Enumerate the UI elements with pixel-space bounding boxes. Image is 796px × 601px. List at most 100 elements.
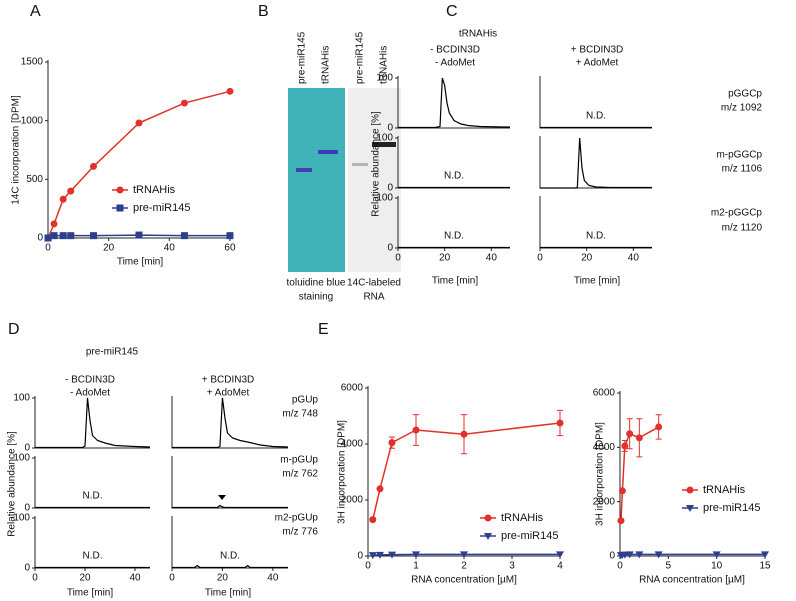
- x-tick-label: 0: [45, 243, 51, 254]
- gel-band: [296, 168, 312, 172]
- x-axis-label: Time [min]: [67, 588, 114, 599]
- y-axis-label: Relative abundance [%]: [7, 431, 18, 537]
- gel-caption: toluidine blue: [287, 278, 346, 289]
- annotation: N.D.: [83, 551, 103, 562]
- legend-label: tRNAHis: [703, 484, 746, 496]
- marker: [761, 551, 769, 559]
- marker: [59, 232, 67, 240]
- x-tick-label: 10: [711, 561, 723, 572]
- axis-line: [171, 396, 288, 449]
- mz: m/z 1120: [722, 223, 763, 234]
- mz: m/z 748: [282, 409, 318, 420]
- y-tick-label: 100: [13, 513, 30, 524]
- y-tick-label: 0: [387, 243, 393, 254]
- y-tick-label: 0: [24, 503, 30, 514]
- y-axis-label: 3H incorporation [DPM]: [337, 420, 348, 524]
- condition: - AdoMet: [70, 388, 110, 399]
- annotation: N.D.: [444, 231, 464, 242]
- x-axis-label: Time [min]: [117, 257, 164, 268]
- data-line: [172, 564, 288, 569]
- panel-label: C: [446, 3, 458, 20]
- y-tick-label: 0: [37, 233, 43, 244]
- species: pGGCp: [728, 89, 762, 100]
- marker: [556, 551, 564, 559]
- y-tick-label: 0: [609, 551, 615, 562]
- y-tick-label: 2000: [593, 496, 616, 507]
- data-line: [620, 553, 765, 556]
- marker: [116, 204, 124, 212]
- annotation: N.D.: [444, 171, 464, 182]
- species: pGUp: [292, 395, 319, 406]
- axis-line: [539, 136, 652, 189]
- mz: m/z 776: [282, 527, 318, 538]
- legend-label: tRNAHis: [133, 184, 176, 196]
- axis-line: [619, 391, 765, 557]
- marker: [686, 505, 694, 512]
- marker: [50, 232, 58, 240]
- y-tick-label: 0: [357, 551, 363, 562]
- condition: + AdoMet: [576, 58, 619, 69]
- gel-autorad: [348, 88, 401, 272]
- species: m-pGGCp: [716, 150, 762, 161]
- data-line: [47, 90, 231, 239]
- y-tick-label: 0: [387, 123, 393, 134]
- panel-title: pre-miR145: [86, 347, 139, 358]
- marker: [369, 516, 377, 524]
- species: m2-pGGCp: [711, 208, 763, 219]
- panel-label: B: [258, 3, 269, 20]
- y-tick-label: 0: [24, 443, 30, 454]
- x-tick-label: 0: [169, 573, 175, 584]
- x-tick-label: 60: [224, 243, 236, 254]
- marker: [89, 162, 97, 170]
- marker: [460, 551, 468, 559]
- x-tick-label: 40: [129, 573, 141, 584]
- marker: [621, 442, 629, 450]
- condition: + BCDIN3D: [202, 375, 255, 386]
- x-tick-label: 40: [267, 573, 279, 584]
- marker: [67, 187, 75, 195]
- y-tick-label: 100: [376, 73, 393, 84]
- data-line: [172, 504, 288, 509]
- y-tick-label: 6000: [341, 383, 364, 394]
- annotation: N.D.: [586, 111, 606, 122]
- data-line: [620, 426, 660, 521]
- y-axis-label: Relative abundance [%]: [371, 111, 382, 217]
- lane-label: tRNAHis: [321, 46, 332, 84]
- data-line: [35, 397, 151, 449]
- gel-caption: staining: [299, 292, 333, 303]
- y-tick-label: 100: [376, 133, 393, 144]
- x-axis-label: Time [min]: [432, 276, 479, 287]
- legend-label: pre-miR145: [703, 502, 760, 514]
- condition: - BCDIN3D: [65, 375, 115, 386]
- condition: + BCDIN3D: [571, 45, 624, 56]
- x-tick-label: 0: [617, 561, 623, 572]
- x-tick-label: 40: [164, 243, 176, 254]
- y-tick-label: 0: [24, 563, 30, 574]
- y-tick-label: 4000: [593, 442, 616, 453]
- y-axis-label: 14C incorporation [DPM]: [11, 95, 22, 205]
- annotation: N.D.: [83, 491, 103, 502]
- axis-line: [171, 456, 288, 509]
- data-line: [172, 397, 289, 449]
- axis-line: [34, 396, 150, 449]
- condition: - BCDIN3D: [430, 45, 480, 56]
- panel-label: E: [318, 321, 329, 338]
- marker: [635, 551, 644, 559]
- marker: [484, 533, 492, 540]
- marker: [635, 434, 643, 442]
- x-axis-label: RNA concentration [µM]: [411, 575, 517, 586]
- marker: [617, 517, 625, 525]
- marker: [226, 87, 234, 95]
- x-tick-label: 4: [557, 561, 563, 572]
- annotation: N.D.: [586, 231, 606, 242]
- x-tick-label: 40: [486, 253, 498, 264]
- marker: [180, 99, 188, 107]
- x-tick-label: 0: [395, 253, 401, 264]
- marker: [412, 551, 420, 559]
- condition: + AdoMet: [207, 388, 250, 399]
- marker: [388, 551, 396, 559]
- gel-stain: [288, 88, 345, 272]
- gel-caption: 14C-labeled: [347, 278, 401, 289]
- marker: [376, 551, 384, 559]
- lane-label: pre-miR145: [355, 31, 366, 84]
